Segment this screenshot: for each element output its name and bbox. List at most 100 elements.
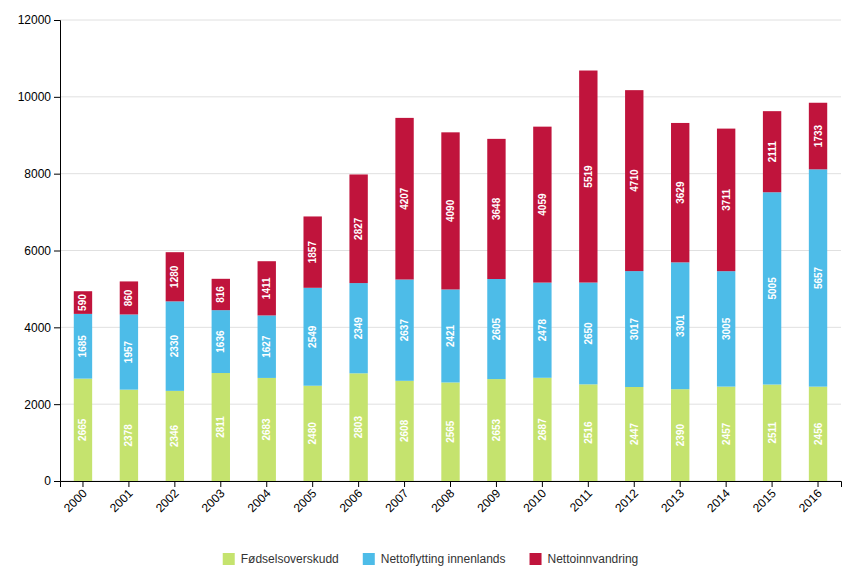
data-label: 5005 (767, 277, 778, 300)
tick-mark (54, 174, 60, 175)
bar (487, 279, 505, 379)
plot: 0200040006000800010000120002000200120022… (18, 13, 842, 515)
data-label: 4059 (537, 193, 548, 216)
bar (120, 281, 138, 314)
data-label: 2478 (537, 319, 548, 342)
tick-label: 2013 (658, 486, 687, 515)
bar (212, 310, 230, 373)
bar (349, 373, 367, 481)
tick-mark (542, 481, 543, 487)
tick-label: 2005 (291, 486, 320, 515)
data-label: 1733 (813, 124, 824, 147)
tick-mark (634, 481, 635, 487)
legend-swatch (223, 553, 235, 565)
tick: 6000 (24, 244, 60, 258)
data-label: 860 (123, 289, 134, 306)
bar (212, 279, 230, 310)
bar (533, 378, 551, 481)
tick-label: 2003 (199, 486, 228, 515)
tick-label: 2016 (796, 486, 825, 515)
tick: 2000 (24, 398, 60, 412)
bar (166, 301, 184, 391)
bar (395, 280, 413, 381)
legend-label: Fødselsoverskudd (241, 552, 339, 566)
data-label: 2457 (721, 422, 732, 445)
data-labels: 2665237823462811268324802803260825652653… (77, 124, 823, 447)
data-label: 2665 (77, 418, 88, 441)
bar (579, 283, 597, 385)
bar (717, 387, 735, 481)
legend-swatch (530, 553, 542, 565)
tick: 2010 (520, 481, 549, 515)
data-label: 2447 (629, 422, 640, 445)
tick-mark (404, 481, 405, 487)
tick-label: 8000 (24, 167, 51, 181)
series (74, 71, 827, 316)
tick: 2001 (107, 481, 136, 515)
tick-mark (266, 481, 267, 487)
tick-label: 2014 (704, 486, 733, 515)
bar (166, 391, 184, 481)
legend-item: Fødselsoverskudd (223, 552, 339, 566)
data-label: 2811 (215, 416, 226, 438)
tick: 2012 (612, 481, 641, 515)
y-axis: 020004000600080001000012000 (18, 13, 61, 488)
data-label: 2803 (353, 416, 364, 439)
data-label: 4090 (445, 199, 456, 222)
tick: 0 (44, 474, 60, 488)
bar (441, 132, 459, 289)
tick: 2004 (245, 481, 274, 515)
tick: 2009 (474, 481, 503, 515)
tick-label: 2012 (612, 486, 641, 515)
tick-label: 2000 (61, 486, 90, 515)
tick-label: 12000 (18, 13, 52, 27)
data-label: 2421 (445, 324, 456, 347)
bar (349, 283, 367, 373)
data-label: 2687 (537, 418, 548, 441)
tick-label: 2004 (245, 486, 274, 515)
data-label: 2390 (675, 424, 686, 447)
bar (258, 315, 276, 378)
tick: 2005 (291, 481, 320, 515)
data-label: 2637 (399, 319, 410, 342)
axis-line (61, 482, 842, 488)
bar (579, 71, 597, 283)
grid-line (60, 20, 841, 21)
data-label: 2608 (399, 419, 410, 442)
data-label: 2516 (583, 421, 594, 444)
tick-label: 2002 (153, 486, 182, 515)
data-label: 2349 (353, 317, 364, 340)
grid (60, 20, 841, 481)
bar (395, 118, 413, 280)
tick-label: 4000 (24, 321, 51, 335)
bar (120, 314, 138, 389)
legend-item: Nettoflytting innenlands (363, 552, 506, 566)
bar (303, 386, 321, 481)
legend-label: Nettoinnvandring (548, 552, 639, 566)
tick-mark (54, 404, 60, 405)
tick-mark (312, 481, 313, 487)
data-label: 2378 (123, 424, 134, 447)
data-label: 1857 (307, 241, 318, 264)
tick-mark (174, 481, 175, 487)
tick-mark (450, 481, 451, 487)
tick-mark (54, 251, 60, 252)
bar (533, 283, 551, 378)
bar (303, 288, 321, 386)
data-label: 1627 (261, 335, 272, 358)
tick-mark (82, 481, 83, 487)
bar (625, 90, 643, 271)
bar (579, 384, 597, 481)
data-label: 3301 (675, 314, 686, 337)
data-label: 2456 (813, 422, 824, 445)
tick-label: 2011 (567, 486, 595, 514)
tick: 4000 (24, 321, 60, 335)
tick-label: 2001 (107, 486, 136, 515)
legend: Fødselsoverskudd Nettoflytting innenlands… (223, 552, 639, 566)
data-label: 1636 (215, 330, 226, 353)
tick: 2007 (383, 481, 412, 515)
data-label: 2111 (767, 141, 778, 163)
bar (120, 390, 138, 481)
data-label: 3648 (491, 197, 502, 220)
bar (349, 174, 367, 283)
